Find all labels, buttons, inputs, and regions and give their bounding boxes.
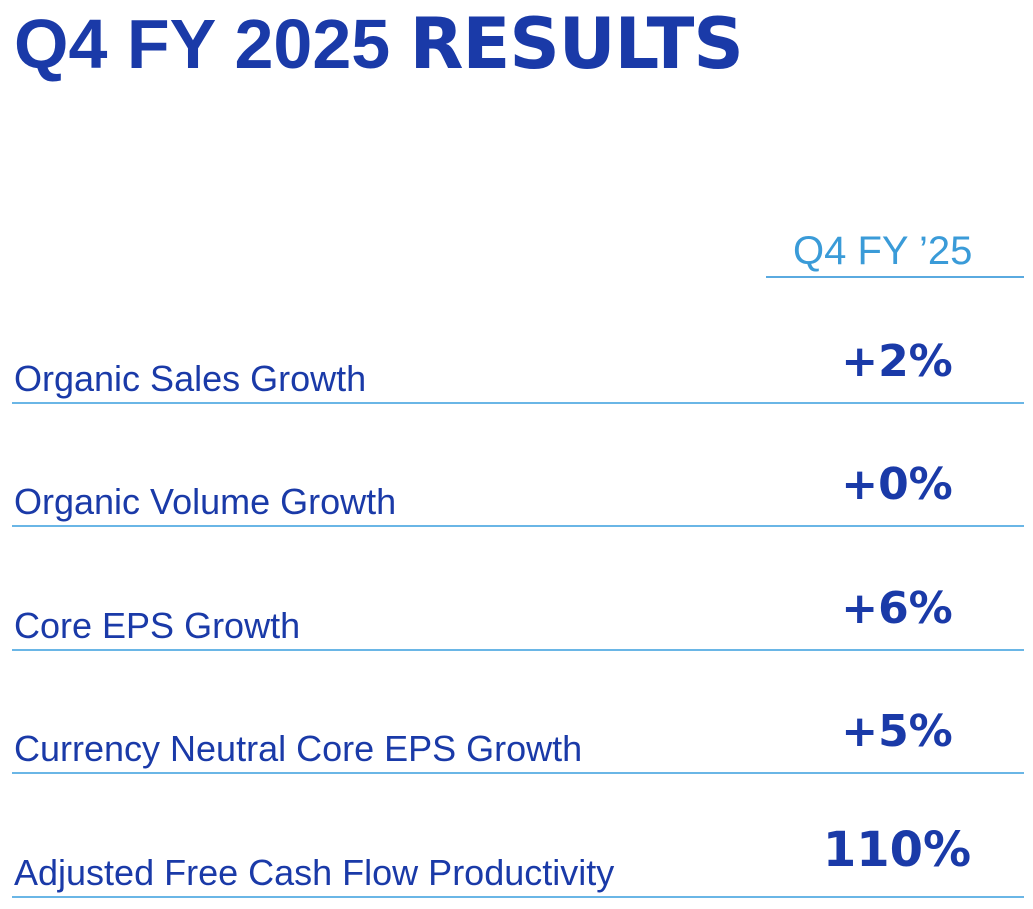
metric-value: 110% — [822, 822, 972, 878]
metric-label: Adjusted Free Cash Flow Productivity — [14, 852, 615, 893]
metric-value: +0% — [841, 459, 953, 510]
metric-label: Currency Neutral Core EPS Growth — [14, 728, 583, 769]
metric-row-currency-neutral-core-eps-growth: Currency Neutral Core EPS Growth +5% — [12, 704, 1024, 774]
column-header: Q4 FY ’25 — [766, 228, 1024, 278]
metric-row-adjusted-free-cash-flow-productivity: Adjusted Free Cash Flow Productivity 110… — [12, 822, 1024, 898]
metric-label: Organic Sales Growth — [14, 358, 367, 399]
metric-row-organic-volume-growth: Organic Volume Growth +0% — [12, 457, 1024, 527]
page-title-prefix: Q4 FY 2025 — [14, 5, 410, 83]
metric-label: Organic Volume Growth — [14, 481, 397, 522]
column-header-label: Q4 FY ’25 — [793, 229, 973, 273]
page-title: Q4 FY 2025 RESULTS — [14, 3, 744, 85]
page-title-emphasis: RESULTS — [409, 3, 744, 85]
metric-value: +6% — [841, 583, 953, 634]
metric-row-organic-sales-growth: Organic Sales Growth +2% — [12, 334, 1024, 404]
metric-value: +5% — [841, 706, 953, 757]
metric-label: Core EPS Growth — [14, 605, 301, 646]
metric-value: +2% — [841, 336, 953, 387]
metric-row-core-eps-growth: Core EPS Growth +6% — [12, 581, 1024, 651]
